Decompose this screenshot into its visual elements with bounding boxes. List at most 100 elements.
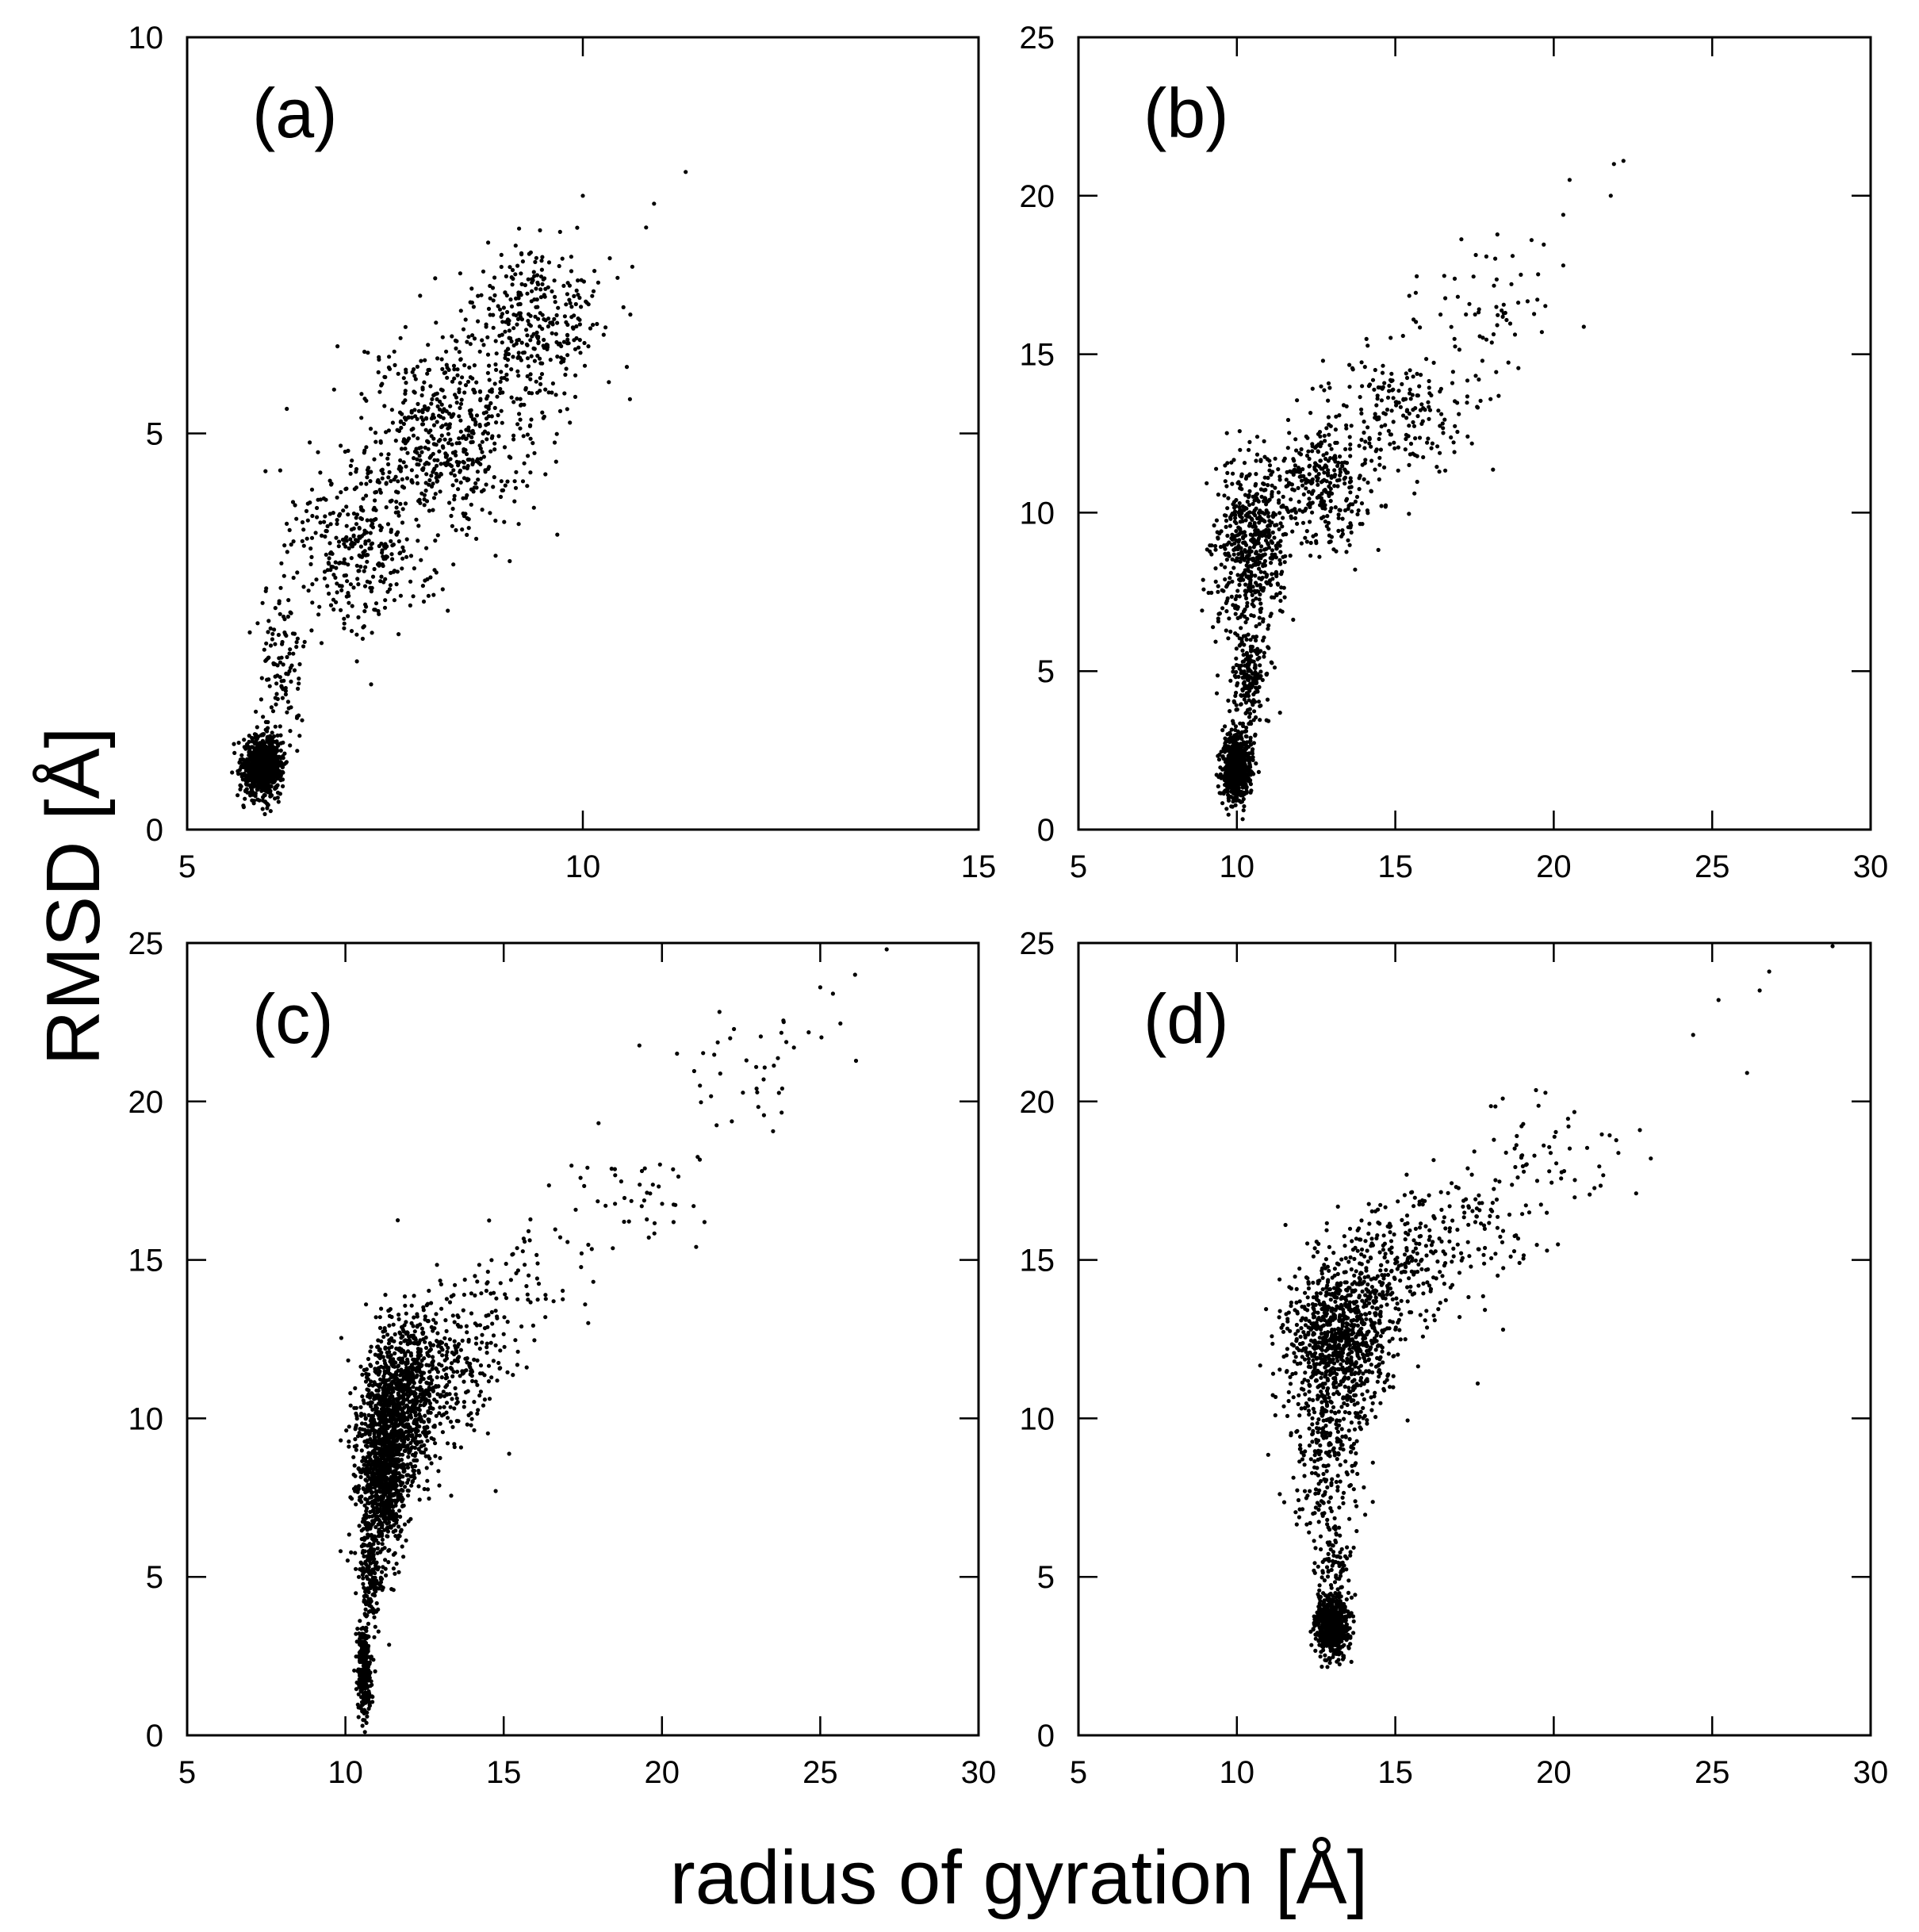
panel-b-point-1744 <box>1379 424 1384 429</box>
panel-a-point-1174 <box>394 582 399 587</box>
panel-b-point-525 <box>1220 728 1225 733</box>
panel-a-point-1862 <box>457 441 462 446</box>
panel-b-point-1285 <box>1249 557 1254 562</box>
panel-a-point-1179 <box>362 609 367 614</box>
panel-a-point-1342 <box>328 522 333 527</box>
panel-b-point-1775 <box>1413 405 1418 411</box>
panel-b-point-1032 <box>1233 596 1238 602</box>
panel-a-point-1338 <box>335 581 339 586</box>
panel-b-point-1210 <box>1225 583 1230 588</box>
panel-b-point-1312 <box>1238 578 1243 583</box>
panel-b-point-1426 <box>1271 511 1276 516</box>
panel-b-point-1805 <box>1455 401 1460 405</box>
panel-a-point-845 <box>238 787 243 792</box>
panel-a-point-1674 <box>462 362 467 368</box>
panel-c-point-250 <box>366 1646 370 1651</box>
panel-a-point-1574 <box>442 437 447 442</box>
panel-a-point-2159 <box>497 333 502 338</box>
panel-a-point-2217 <box>525 356 531 361</box>
panel-b-point-1683 <box>1262 481 1266 487</box>
panel-a-point-1224 <box>396 632 401 637</box>
panel-a-point-1765 <box>452 473 458 478</box>
panel-a-point-1806 <box>466 526 471 531</box>
panel-a-point-939 <box>268 626 273 631</box>
panel-b-point-822 <box>1256 700 1262 704</box>
panel-c-point-247 <box>363 1654 368 1658</box>
panel-a-point-1705 <box>439 433 444 438</box>
panel-a-point-1200 <box>365 467 370 473</box>
panel-a-point-1584 <box>427 430 431 435</box>
panel-b-point-1913 <box>1457 347 1461 352</box>
panel-a-point-1499 <box>446 431 451 436</box>
panel-b-point-1488 <box>1316 482 1320 487</box>
panel-a-point-729 <box>248 783 253 788</box>
panel-a-point-1917 <box>436 439 442 443</box>
panel-a-point-1916 <box>484 423 488 427</box>
panel-a-point-1761 <box>487 465 492 470</box>
panel-a-point-1490 <box>431 423 437 427</box>
panel-a-point-1335 <box>327 478 332 483</box>
panel-a-point-1903 <box>457 387 462 392</box>
panel-b-point-1147 <box>1257 566 1262 571</box>
panel-b-point-1689 <box>1267 458 1272 463</box>
panel-a-point-2043 <box>546 260 552 265</box>
panel-b-point-1893 <box>1377 436 1381 442</box>
panel-b-point-1084 <box>1200 608 1205 613</box>
panel-a-point-2146 <box>586 344 591 349</box>
panel-a-point-880 <box>278 756 283 761</box>
panel-c-point-378 <box>361 1536 366 1541</box>
panel-b-point-750 <box>1251 747 1255 752</box>
panel-a-point-1905 <box>486 404 492 408</box>
panel-b-point-1501 <box>1322 388 1327 393</box>
panel-b-point-1575 <box>1308 463 1312 468</box>
panel-b-point-1161 <box>1213 547 1218 552</box>
panel-c-point-137 <box>362 1718 367 1723</box>
panel-b-point-1196 <box>1257 531 1262 537</box>
panel-a-point-1877 <box>419 393 424 398</box>
panel-a-point-1276 <box>370 521 375 526</box>
panel-a-point-1239 <box>382 605 388 610</box>
panel-a-point-1437 <box>415 457 419 462</box>
panel-a-point-1066 <box>431 592 436 597</box>
panel-a-point-1647 <box>455 367 460 372</box>
panel-a-point-1058 <box>336 539 342 544</box>
panel-b-point-1675 <box>1254 452 1260 457</box>
panel-b-point-1332 <box>1247 661 1252 665</box>
panel-a-point-1015 <box>270 631 275 636</box>
panel-b-x-tick-label-4: 25 <box>1695 849 1730 884</box>
panel-a-point-1559 <box>520 479 526 484</box>
panel-c-point-145 <box>354 1687 358 1692</box>
panel-a-point-1912 <box>377 357 381 362</box>
panel-a-point-1573 <box>393 362 397 367</box>
panel-b-point-649 <box>1246 757 1251 762</box>
panel-a-point-965 <box>266 619 271 623</box>
panel-a-point-1011 <box>280 696 285 700</box>
panel-a-point-1182 <box>408 579 413 584</box>
panel-b-point-1957 <box>1477 310 1481 315</box>
panel-a-point-1918 <box>397 551 402 556</box>
panel-c-point-432 <box>375 1581 380 1585</box>
panel-a-point-1256 <box>401 549 406 554</box>
panel-b-point-746 <box>1241 681 1246 686</box>
panel-a-point-1244 <box>310 600 315 605</box>
panel-a-point-1817 <box>399 425 404 431</box>
panel-b-point-1531 <box>1336 512 1341 517</box>
panel-b-point-1686 <box>1306 502 1311 507</box>
panel-a-point-2188 <box>511 343 516 348</box>
panel-a-point-2010 <box>486 240 491 245</box>
panel-a-point-935 <box>261 732 266 737</box>
panel-b-point-1774 <box>1408 368 1412 373</box>
panel-b-point-1025 <box>1256 536 1261 541</box>
panel-b-point-1705 <box>1450 381 1455 385</box>
panel-a-outlier-point-1 <box>652 201 657 206</box>
panel-b-point-1394 <box>1348 447 1353 451</box>
panel-b-point-1395 <box>1285 470 1289 474</box>
panel-a-point-889 <box>251 776 255 780</box>
panel-a-point-1962 <box>480 338 485 343</box>
panel-a-point-1983 <box>596 280 601 285</box>
panel-a-point-897 <box>262 760 266 765</box>
panel-a-point-1150 <box>446 608 450 613</box>
panel-b-point-1315 <box>1264 546 1269 551</box>
panel-a-point-1194 <box>294 516 299 521</box>
panel-b-point-1883 <box>1434 465 1439 470</box>
